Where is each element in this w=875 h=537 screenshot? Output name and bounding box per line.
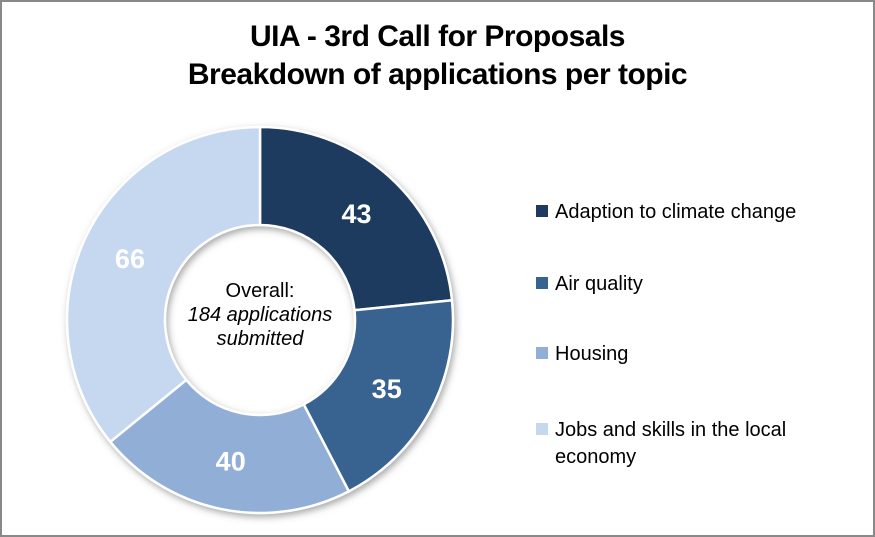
- slice-value-label: 66: [115, 244, 145, 274]
- legend-item-jobs-and-skills: Jobs and skills in the local economy: [536, 417, 856, 471]
- chart-title: UIA - 3rd Call for Proposals Breakdown o…: [2, 18, 873, 94]
- chart-title-line2: Breakdown of applications per topic: [187, 58, 688, 91]
- donut-slice-1: [258, 125, 454, 312]
- legend-swatch-icon: [536, 205, 548, 217]
- donut-slice-2: [302, 299, 455, 493]
- legend-item-housing: Housing: [536, 341, 856, 368]
- slice-value-label: 43: [341, 199, 371, 229]
- legend-swatch-icon: [536, 277, 548, 289]
- legend-label: Jobs and skills in the local economy: [555, 419, 787, 468]
- donut-center-label: Overall: 184 applications submitted: [160, 279, 360, 351]
- slice-value-label: 40: [216, 447, 246, 477]
- donut-slice-4: [65, 125, 262, 444]
- donut-slice-3: [109, 378, 351, 515]
- legend-item-adaption-to-climate-change: Adaption to climate change: [536, 199, 856, 226]
- legend-swatch-icon: [536, 423, 548, 435]
- legend-label: Air quality: [555, 273, 643, 295]
- legend-label: Adaption to climate change: [555, 201, 797, 223]
- slice-value-label: 35: [372, 374, 402, 404]
- legend-swatch-icon: [536, 347, 548, 359]
- center-label-detail: 184 applications submitted: [187, 304, 333, 350]
- legend-label: Housing: [555, 343, 629, 365]
- donut-slices: [65, 125, 455, 515]
- legend-item-air-quality: Air quality: [536, 271, 856, 298]
- center-label-prefix: Overall:: [225, 280, 295, 302]
- donut-chart: 43 35 40 66: [65, 125, 455, 515]
- chart-title-line1: UIA - 3rd Call for Proposals: [250, 20, 625, 53]
- donut-value-labels: 43 35 40 66: [115, 199, 402, 477]
